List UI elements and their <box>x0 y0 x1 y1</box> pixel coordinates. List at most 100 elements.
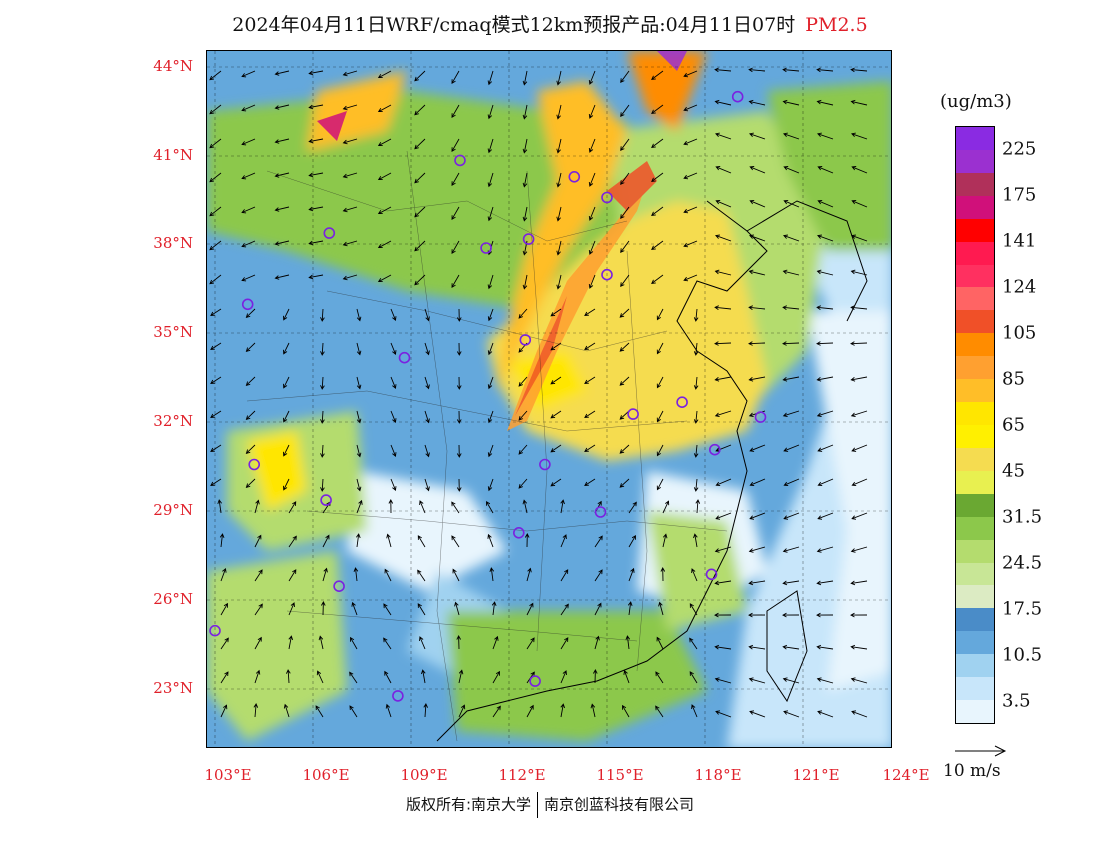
wind-arrow <box>850 644 868 650</box>
wind-arrow <box>451 138 460 153</box>
city-marker[interactable] <box>398 351 411 364</box>
city-marker[interactable] <box>209 624 221 637</box>
wind-arrow <box>417 569 426 582</box>
city-marker[interactable] <box>539 458 551 471</box>
city-marker[interactable] <box>392 690 404 702</box>
wind-arrow <box>220 567 227 582</box>
wind-arrow <box>283 410 290 423</box>
colorbar-box <box>956 424 994 448</box>
wind-arrow <box>489 567 495 582</box>
city-marker[interactable] <box>708 443 721 456</box>
wind-arrow <box>209 172 222 183</box>
wind-arrow <box>518 444 528 455</box>
wind-arrow <box>414 138 426 150</box>
wind-arrow <box>691 568 698 582</box>
wind-arrow <box>518 478 528 489</box>
wind-arrow <box>220 602 228 616</box>
city-marker[interactable] <box>568 171 581 183</box>
wind-arrow <box>782 269 800 276</box>
wind-arrow <box>714 305 732 310</box>
copyright-footer: 版权所有:南京大学 南京创蓝科技有限公司 <box>0 792 1100 818</box>
city-marker[interactable] <box>519 334 532 346</box>
wind-arrow <box>487 444 494 458</box>
wind-arrow <box>850 677 868 684</box>
city-marker[interactable] <box>248 458 261 471</box>
city-marker[interactable] <box>731 90 744 103</box>
colorbar-box <box>956 195 994 219</box>
wind-arrow <box>320 376 325 390</box>
wind-arrow <box>715 710 732 718</box>
wind-arrow <box>342 206 358 213</box>
wind-arrow <box>420 669 426 684</box>
city-marker[interactable] <box>333 580 345 593</box>
city-marker[interactable] <box>323 227 336 239</box>
colorbar-box <box>956 562 994 586</box>
wind-arrow <box>487 138 494 154</box>
wind-arrow <box>254 499 260 514</box>
city-marker[interactable] <box>480 242 492 254</box>
wind-arrow <box>560 569 569 582</box>
lon-label-106: 106°E <box>302 766 350 784</box>
wind-arrow <box>748 99 766 106</box>
wind-arrow <box>620 240 630 254</box>
wind-arrow <box>660 567 666 582</box>
city-marker[interactable] <box>512 526 525 539</box>
wind-arrow <box>748 269 766 276</box>
wind-arrow <box>209 274 222 285</box>
wind-arrow <box>594 569 603 582</box>
city-marker[interactable] <box>676 396 688 409</box>
colorbar-box <box>956 264 994 288</box>
city-marker[interactable] <box>454 154 466 167</box>
wind-arrow <box>308 138 324 144</box>
city-marker[interactable] <box>601 191 613 204</box>
wind-arrow <box>782 612 800 618</box>
wind-arrow <box>274 206 290 212</box>
map-canvas[interactable] <box>206 50 892 748</box>
wind-arrow <box>351 601 358 616</box>
wind-arrow <box>850 67 868 73</box>
wind-arrow <box>656 444 664 457</box>
wind-arrow <box>308 70 324 76</box>
wind-arrow <box>288 535 297 548</box>
wind-arrow <box>851 234 868 242</box>
lon-label-118: 118°E <box>694 766 742 784</box>
wind-arrow <box>274 240 290 246</box>
city-marker[interactable] <box>320 494 332 506</box>
wind-arrow <box>782 410 800 418</box>
wind-arrow <box>556 240 562 256</box>
wind-arrow <box>241 274 256 282</box>
wind-arrow <box>850 410 868 418</box>
wind-arrow <box>560 534 567 548</box>
wind-arrow <box>245 308 256 318</box>
wind-arrow <box>487 533 494 548</box>
wind-arrow <box>628 535 636 548</box>
city-marker[interactable] <box>627 408 639 420</box>
city-marker[interactable] <box>594 506 607 518</box>
wind-arrow <box>588 70 596 85</box>
wind-arrow <box>210 308 222 317</box>
wind-arrow <box>658 601 664 616</box>
colorbar-label: 31.5 <box>1002 506 1043 528</box>
wind-arrow <box>749 710 766 718</box>
wind-arrow <box>683 206 698 214</box>
city-marker[interactable] <box>522 233 535 245</box>
city-marker[interactable] <box>241 298 254 311</box>
wind-arrow <box>220 671 229 684</box>
colorbar-box <box>956 631 994 655</box>
city-marker[interactable] <box>601 268 613 281</box>
wind-arrow <box>556 138 562 154</box>
wind-arrow <box>850 99 868 106</box>
wind-arrow <box>714 99 732 106</box>
wind-arrow <box>816 546 834 553</box>
wind-arrow <box>288 602 295 616</box>
wind-arrow <box>414 172 426 184</box>
wind-arrow <box>628 567 635 582</box>
wind-arrow <box>209 104 222 115</box>
city-marker[interactable] <box>705 568 718 581</box>
wind-arrow <box>714 546 732 553</box>
city-marker[interactable] <box>754 411 767 423</box>
city-marker[interactable] <box>529 675 541 687</box>
wind-arrow <box>783 234 800 242</box>
wind-arrow <box>851 444 868 452</box>
wind-arrow <box>556 274 562 290</box>
